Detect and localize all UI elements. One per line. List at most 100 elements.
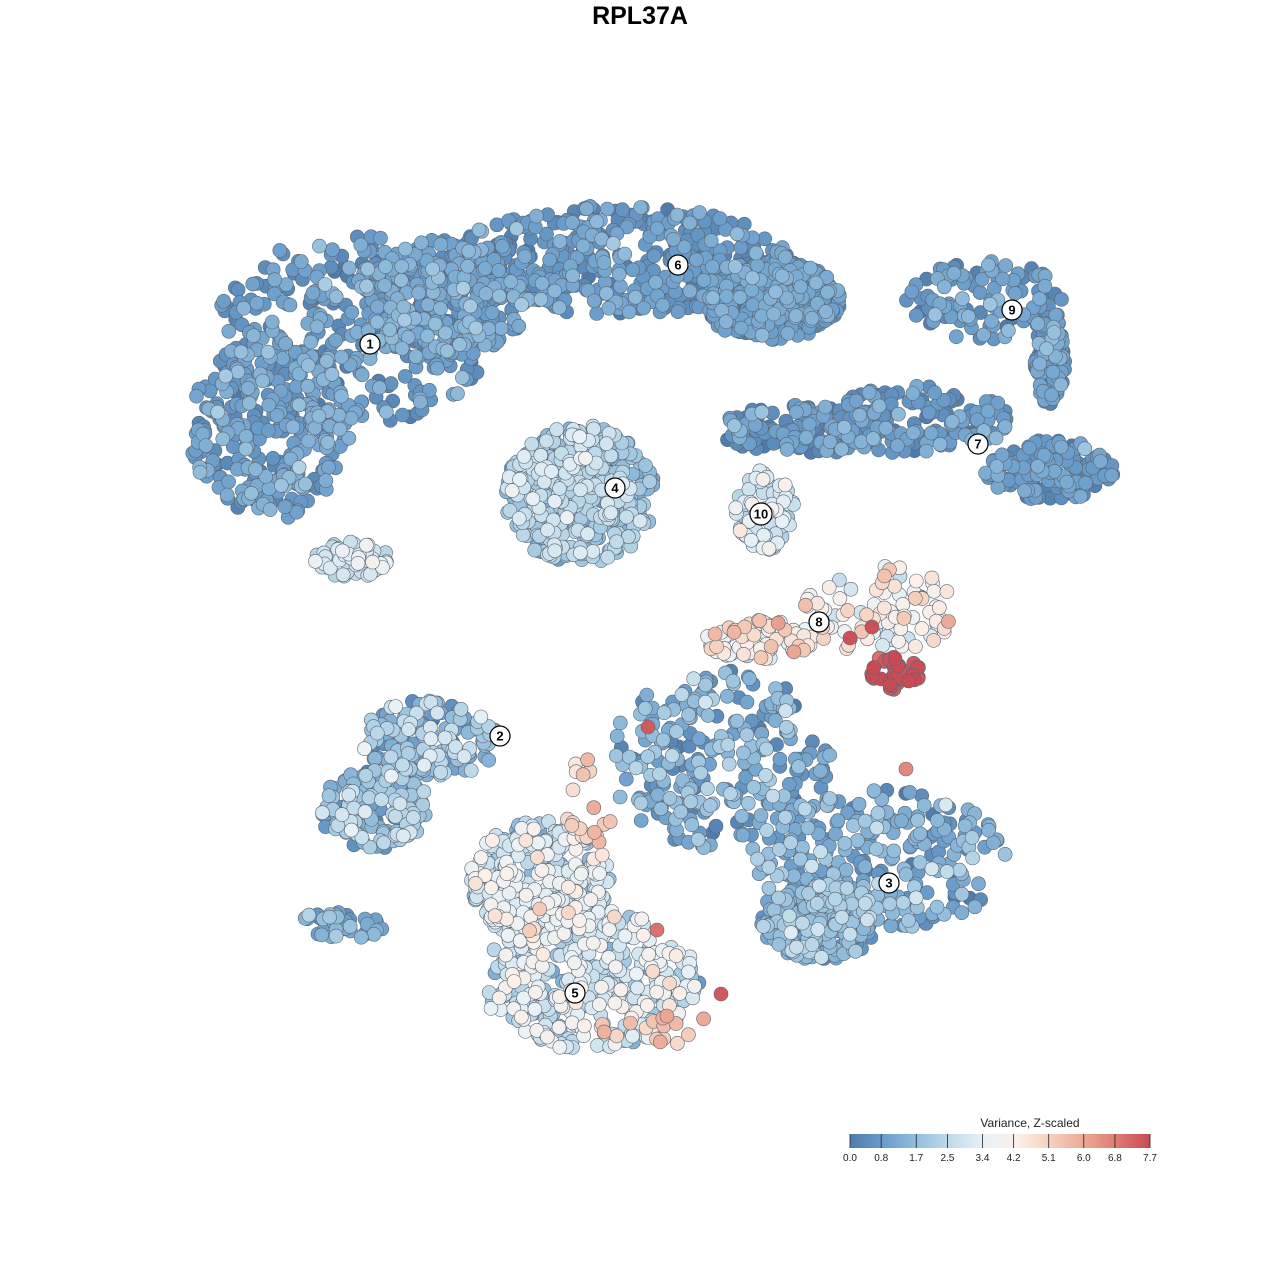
data-point: [539, 226, 554, 242]
data-point: [772, 751, 788, 767]
data-point: [726, 418, 742, 434]
data-point: [719, 688, 735, 704]
data-point: [516, 449, 532, 464]
data-point: [357, 804, 373, 820]
data-point: [908, 639, 923, 654]
data-point: [921, 405, 937, 421]
data-point: [414, 235, 429, 251]
data-point: [498, 947, 514, 963]
data-point: [635, 927, 651, 943]
data-point: [534, 276, 550, 291]
data-point: [335, 567, 351, 583]
data-point: [198, 438, 214, 453]
data-point: [808, 275, 824, 291]
data-point: [755, 472, 771, 487]
data-point: [518, 833, 534, 848]
data-point: [761, 541, 777, 556]
data-point: [887, 578, 902, 594]
data-point: [325, 242, 340, 257]
data-point: [210, 404, 225, 420]
data-point: [614, 202, 630, 217]
data-point: [320, 435, 336, 450]
data-point: [861, 385, 877, 400]
data-point: [795, 915, 810, 931]
data-point: [535, 947, 551, 962]
data-point: [705, 290, 721, 306]
data-point: [859, 912, 875, 928]
data-point: [669, 207, 685, 223]
data-point: [215, 431, 231, 447]
data-point: [733, 320, 749, 336]
data-point: [725, 673, 741, 689]
data-point: [789, 404, 804, 420]
data-point: [609, 728, 625, 744]
data-point: [260, 344, 276, 360]
data-point: [241, 395, 257, 411]
data-point: [603, 505, 619, 521]
data-point: [621, 304, 637, 320]
data-point: [309, 319, 325, 335]
data-point: [285, 419, 301, 435]
data-point: [901, 913, 916, 928]
data-point: [876, 600, 892, 616]
data-point: [840, 805, 855, 821]
data-point: [822, 791, 838, 806]
data-point: [1030, 458, 1045, 474]
data-point: [629, 966, 644, 982]
data-point: [895, 895, 911, 910]
data-point: [600, 549, 616, 565]
data-point: [636, 300, 652, 316]
data-point: [552, 989, 567, 1005]
data-point: [312, 238, 327, 254]
data-point: [1059, 474, 1075, 490]
data-point: [353, 929, 369, 945]
data-point: [565, 268, 581, 284]
data-point: [780, 325, 796, 341]
data-point: [981, 822, 996, 838]
data-point: [473, 709, 489, 725]
data-point: [848, 393, 864, 409]
data-point: [990, 395, 1006, 411]
data-point: [509, 221, 524, 236]
data-point: [506, 974, 522, 989]
data-point: [511, 511, 527, 526]
data-point: [317, 277, 333, 292]
data-point: [1044, 387, 1059, 403]
data-point: [954, 886, 970, 902]
data-point: [1046, 325, 1062, 340]
data-point: [437, 730, 453, 746]
data-point: [771, 890, 786, 906]
data-point: [552, 234, 568, 249]
data-point: [314, 927, 330, 943]
data-point: [452, 337, 467, 352]
data-point: [632, 513, 648, 529]
data-point: [377, 278, 392, 293]
data-point: [599, 201, 615, 217]
data-point: [891, 406, 906, 422]
data-point: [633, 200, 648, 215]
data-point: [910, 812, 926, 828]
data-point: [485, 833, 500, 848]
data-point: [425, 261, 440, 277]
data-point: [633, 795, 649, 811]
data-point: [898, 867, 914, 882]
data-point: [494, 239, 510, 254]
data-point: [650, 787, 666, 803]
data-point: [544, 464, 559, 479]
data-point: [367, 751, 383, 766]
data-point: [886, 843, 902, 859]
data-point: [218, 368, 233, 384]
data-point: [549, 422, 565, 437]
data-point: [750, 257, 765, 273]
data-point: [261, 481, 277, 496]
data-point: [989, 459, 1005, 474]
data-point: [411, 285, 427, 301]
data-point: [429, 705, 445, 721]
data-point: [628, 760, 644, 776]
data-point: [1093, 454, 1108, 469]
data-point: [718, 314, 734, 330]
data-point: [666, 232, 681, 247]
data-point: [944, 414, 960, 429]
data-point: [926, 583, 942, 599]
